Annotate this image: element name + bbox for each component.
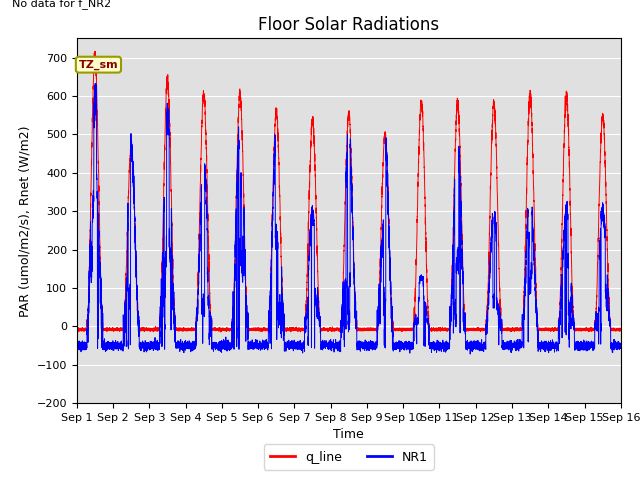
NR1 bbox=[467, 351, 474, 357]
X-axis label: Time: Time bbox=[333, 429, 364, 442]
NR1 bbox=[588, 339, 595, 345]
Y-axis label: PAR (umol/m2/s), Rnet (W/m2): PAR (umol/m2/s), Rnet (W/m2) bbox=[18, 125, 31, 316]
NR1 bbox=[486, 269, 493, 275]
NR1 bbox=[471, 342, 479, 348]
Line: q_line: q_line bbox=[77, 51, 621, 332]
NR1 bbox=[92, 81, 99, 86]
Title: Floor Solar Radiations: Floor Solar Radiations bbox=[258, 16, 440, 34]
q_line bbox=[486, 216, 493, 221]
NR1 bbox=[258, 343, 266, 348]
q_line bbox=[92, 48, 99, 54]
NR1 bbox=[330, 342, 338, 348]
q_line bbox=[471, 326, 479, 332]
Line: NR1: NR1 bbox=[77, 84, 621, 354]
NR1 bbox=[617, 343, 625, 349]
q_line bbox=[217, 329, 225, 335]
q_line bbox=[617, 326, 625, 332]
NR1 bbox=[594, 319, 602, 325]
q_line bbox=[73, 327, 81, 333]
q_line bbox=[594, 242, 602, 248]
Text: No data for f_NR2: No data for f_NR2 bbox=[12, 0, 111, 9]
NR1 bbox=[73, 341, 81, 347]
Text: TZ_sm: TZ_sm bbox=[79, 60, 118, 70]
q_line bbox=[588, 328, 595, 334]
Legend: q_line, NR1: q_line, NR1 bbox=[264, 444, 434, 470]
q_line bbox=[331, 328, 339, 334]
q_line bbox=[258, 327, 266, 333]
